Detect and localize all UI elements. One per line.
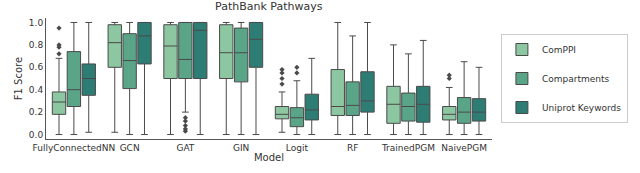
- svg-text:TrainedPGM: TrainedPGM: [381, 143, 435, 153]
- svg-text:0.4: 0.4: [29, 85, 44, 95]
- svg-text:FullyConnectedNN: FullyConnectedNN: [33, 143, 116, 153]
- svg-text:Uniprot Keywords: Uniprot Keywords: [542, 103, 621, 113]
- svg-text:ComPPI: ComPPI: [542, 45, 576, 55]
- svg-text:1.0: 1.0: [29, 18, 44, 28]
- svg-text:GIN: GIN: [233, 143, 249, 153]
- svg-text:PathBank Pathways: PathBank Pathways: [215, 0, 323, 13]
- svg-text:RF: RF: [347, 143, 358, 153]
- svg-text:0.6: 0.6: [29, 62, 44, 72]
- svg-text:0.0: 0.0: [29, 130, 44, 140]
- svg-text:0.8: 0.8: [29, 40, 44, 50]
- svg-text:F1 Score: F1 Score: [13, 57, 24, 100]
- svg-text:Model: Model: [254, 152, 284, 163]
- svg-text:NaivePGM: NaivePGM: [441, 143, 487, 153]
- svg-text:Compartments: Compartments: [542, 74, 610, 84]
- svg-text:GCN: GCN: [120, 143, 140, 153]
- svg-text:GAT: GAT: [176, 143, 194, 153]
- svg-text:0.2: 0.2: [29, 107, 43, 117]
- svg-text:Logit: Logit: [286, 143, 309, 153]
